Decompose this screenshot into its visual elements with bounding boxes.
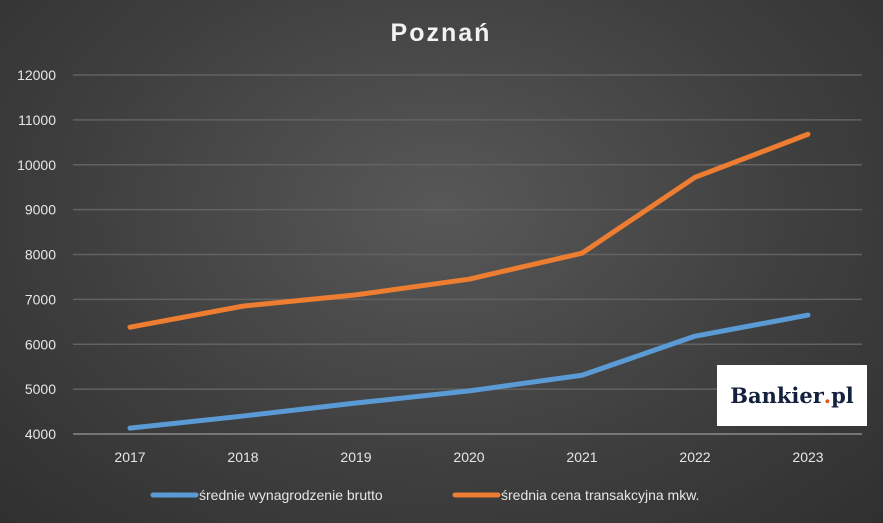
y-tick-label: 9000 [25, 202, 56, 218]
x-tick-label: 2020 [453, 449, 484, 465]
y-tick-label: 5000 [25, 381, 56, 397]
y-tick-label: 7000 [25, 291, 56, 307]
legend-label: średnie wynagrodzenie brutto [199, 487, 383, 503]
y-tick-label: 8000 [25, 247, 56, 263]
x-tick-label: 2022 [679, 449, 710, 465]
x-tick-label: 2023 [792, 449, 823, 465]
chart-title: Poznań [391, 19, 492, 47]
series-line-2 [127, 131, 811, 330]
legend-label: średnia cena transakcyjna mkw. [501, 487, 699, 503]
x-tick-label: 2021 [566, 449, 597, 465]
y-tick-label: 10000 [17, 157, 56, 173]
y-tick-label: 12000 [17, 67, 56, 83]
y-tick-label: 6000 [25, 336, 56, 352]
x-tick-label: 2018 [227, 449, 258, 465]
x-tick-label: 2019 [340, 449, 371, 465]
x-tick-label: 2017 [114, 449, 145, 465]
series-line-1 [127, 312, 811, 431]
y-tick-label: 11000 [18, 112, 56, 128]
bankier-logo: Bankier. pl [717, 365, 867, 426]
y-tick-label: 4000 [25, 426, 56, 442]
